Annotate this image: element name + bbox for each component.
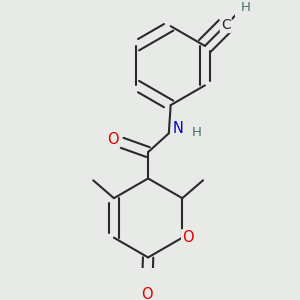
Text: O: O [141,286,153,300]
Text: N: N [173,121,184,136]
Text: O: O [107,132,119,147]
Text: O: O [182,230,194,245]
Text: C: C [221,18,231,32]
Text: H: H [241,2,250,14]
Text: H: H [192,126,202,139]
